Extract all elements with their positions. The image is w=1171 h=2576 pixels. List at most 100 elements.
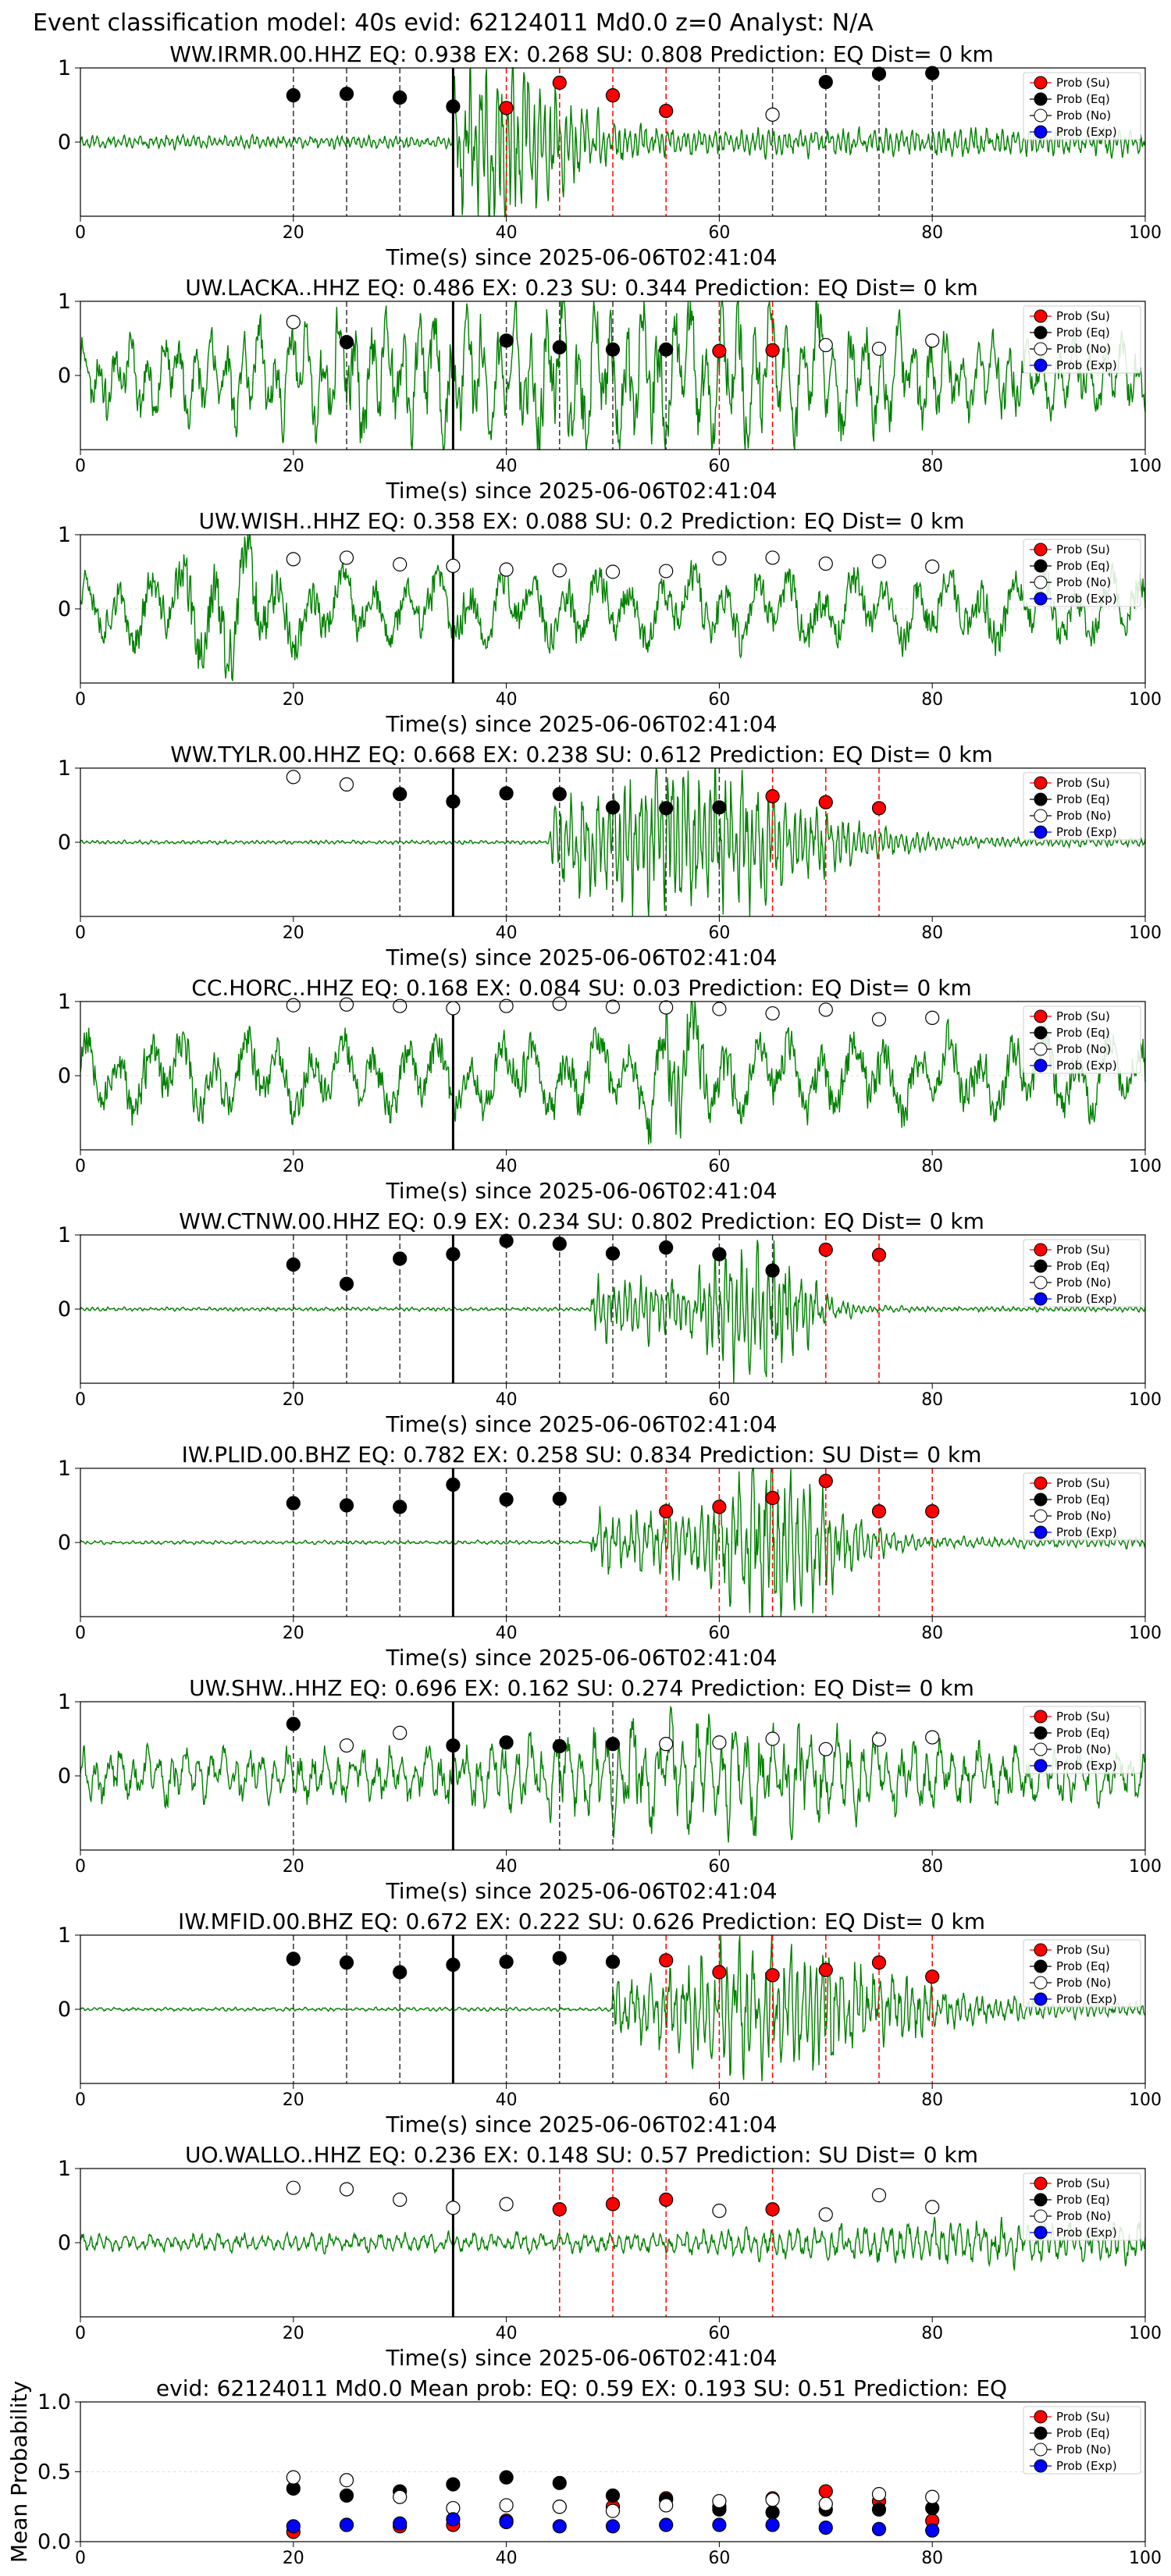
legend-marker xyxy=(1034,1976,1048,1990)
prob-point xyxy=(925,1010,940,1026)
x-tick-label: 20 xyxy=(283,690,304,710)
prob-point xyxy=(393,998,408,1013)
prob-point xyxy=(871,554,887,569)
x-tick-label: 0 xyxy=(75,1857,86,1877)
x-axis-label: Time(s) since 2025-06-06T02:41:04 xyxy=(385,1878,777,1904)
prob-point xyxy=(286,2470,301,2485)
legend-label: Prob (Su) xyxy=(1056,76,1110,90)
prob-point xyxy=(286,2180,301,2195)
prob-point xyxy=(552,563,567,578)
y-tick-label: 1 xyxy=(58,1223,71,1247)
legend-marker xyxy=(1034,1476,1048,1490)
x-axis-label: Time(s) since 2025-06-06T02:41:04 xyxy=(385,711,777,737)
prob-point xyxy=(393,2489,408,2504)
prob-point xyxy=(605,1737,621,1752)
x-tick-label: 0 xyxy=(75,1390,86,1410)
x-axis-label: Time(s) since 2025-06-06T02:41:04 xyxy=(385,244,777,270)
legend-marker xyxy=(1034,2426,1048,2440)
prob-point xyxy=(765,1731,780,1746)
prob-point xyxy=(393,2516,408,2531)
legend-label: Prob (Eq) xyxy=(1056,2193,1110,2207)
figure-title: Event classification model: 40s evid: 62… xyxy=(33,9,874,37)
legend-label: Prob (Eq) xyxy=(1056,326,1110,340)
prob-point xyxy=(446,2512,461,2527)
prob-point xyxy=(499,2470,514,2485)
prob-point xyxy=(286,552,301,567)
prob-point xyxy=(818,2521,833,2535)
waveform-trace xyxy=(80,1468,1146,1617)
legend-label: Prob (Eq) xyxy=(1056,792,1110,806)
prob-point xyxy=(605,2503,621,2518)
prob-point xyxy=(605,2197,621,2211)
legend-label: Prob (Eq) xyxy=(1056,2426,1110,2440)
y-tick-label: 1 xyxy=(58,290,71,314)
legend-box xyxy=(1023,2172,1141,2241)
legend-label: Prob (Su) xyxy=(1056,309,1110,323)
prob-point xyxy=(605,88,621,103)
legend-marker xyxy=(1034,1493,1048,1507)
legend-label: Prob (Su) xyxy=(1056,1009,1110,1023)
y-tick-label: 0 xyxy=(58,2231,71,2255)
x-tick-label: 40 xyxy=(496,223,518,243)
prob-point xyxy=(659,104,674,119)
prob-point xyxy=(552,1236,567,1251)
x-tick-label: 100 xyxy=(1129,1857,1162,1877)
prob-point xyxy=(818,556,833,571)
prob-point xyxy=(446,99,461,114)
prob-point xyxy=(818,337,833,353)
prob-point xyxy=(499,2197,514,2211)
prob-point xyxy=(499,998,514,1013)
y-tick-label: 1 xyxy=(58,523,71,547)
prob-point xyxy=(286,1952,301,1966)
x-tick-label: 20 xyxy=(283,1624,304,1643)
legend-label: Prob (Su) xyxy=(1056,2176,1110,2190)
legend-label: Prob (Su) xyxy=(1056,2410,1110,2424)
legend-label: Prob (Exp) xyxy=(1056,358,1117,372)
x-tick-label: 40 xyxy=(496,923,518,943)
y-tick-label: 0 xyxy=(58,1998,71,2022)
prob-point xyxy=(552,2202,567,2217)
prob-point xyxy=(712,1735,727,1750)
prob-point xyxy=(871,2521,887,2536)
x-tick-label: 20 xyxy=(283,1390,304,1410)
prob-point xyxy=(925,559,940,574)
legend-marker xyxy=(1034,109,1048,123)
prob-point xyxy=(552,2500,567,2514)
prob-point xyxy=(818,2207,833,2222)
panel: 0 20 40 60 80 100 0 1 UW.WISH..HHZ EQ: 0.358 EX:… xyxy=(58,508,1162,737)
legend-marker xyxy=(1034,1009,1048,1023)
x-tick-label: 40 xyxy=(496,1624,518,1643)
prob-point xyxy=(393,787,408,802)
x-axis-label: Time(s) since 2025-06-06T02:41:04 xyxy=(385,2345,777,2371)
prob-point xyxy=(286,1496,301,1510)
x-tick-label: 100 xyxy=(1129,1624,1162,1643)
prob-point xyxy=(393,1965,408,1980)
x-tick-label: 60 xyxy=(708,690,730,710)
prob-point xyxy=(659,1737,674,1752)
legend-marker xyxy=(1034,2176,1048,2190)
legend-marker xyxy=(1034,76,1048,90)
prob-point xyxy=(552,1951,567,1966)
panel-title: IW.MFID.00.BHZ EQ: 0.672 EX: 0.222 SU: 0… xyxy=(178,1909,985,1934)
legend-marker xyxy=(1034,309,1048,323)
legend-marker xyxy=(1034,1759,1048,1773)
prob-point xyxy=(446,1738,461,1753)
prob-point xyxy=(552,1738,567,1754)
prob-point xyxy=(659,801,674,816)
y-tick-label: 1 xyxy=(58,756,71,781)
legend-label: Prob (No) xyxy=(1056,575,1111,589)
legend-marker xyxy=(1034,125,1048,139)
x-tick-label: 80 xyxy=(921,1157,943,1176)
prob-point xyxy=(871,1955,887,1970)
legend-label: Prob (Exp) xyxy=(1056,1759,1117,1773)
x-tick-label: 100 xyxy=(1129,1157,1162,1176)
prob-point xyxy=(765,1263,780,1278)
prob-point xyxy=(659,2498,674,2513)
x-tick-label: 100 xyxy=(1129,690,1162,710)
prob-point xyxy=(499,562,514,577)
panel: 0 20 40 60 80 100 0.0 0.5 1.0 evid: 62124011 Md0.… xyxy=(6,2375,1162,2568)
panel: 0 20 40 60 80 100 0 1 IW.PLID.00.BHZ EQ: 0.782 E… xyxy=(58,1442,1162,1670)
x-tick-label: 20 xyxy=(283,1157,304,1176)
prob-point xyxy=(712,2517,727,2532)
legend-marker xyxy=(1034,1710,1048,1724)
